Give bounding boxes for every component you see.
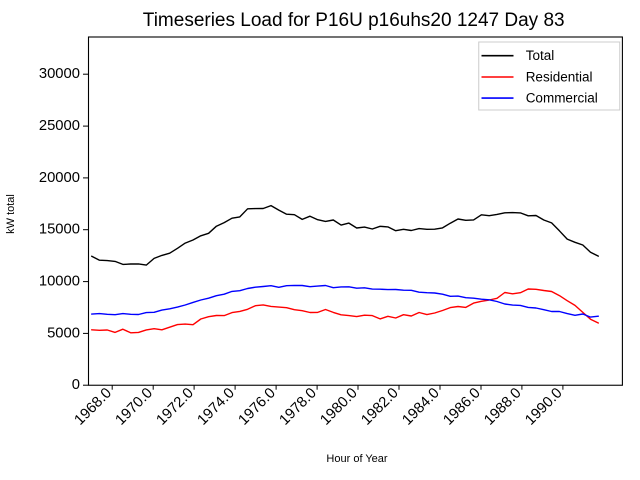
svg-text:1984.0: 1984.0 (400, 385, 443, 428)
svg-text:Timeseries Load for P16U p16uh: Timeseries Load for P16U p16uhs20 1247 D… (143, 10, 565, 31)
svg-text:15000: 15000 (39, 222, 80, 238)
svg-text:20000: 20000 (39, 170, 80, 186)
svg-text:10000: 10000 (39, 274, 80, 290)
svg-text:5000: 5000 (47, 325, 80, 341)
svg-text:30000: 30000 (39, 66, 80, 82)
svg-text:Hour of Year: Hour of Year (326, 453, 387, 465)
svg-text:0: 0 (72, 377, 80, 393)
svg-text:1990.0: 1990.0 (522, 385, 565, 428)
svg-text:Commercial: Commercial (526, 90, 598, 105)
svg-text:Total: Total (526, 48, 555, 63)
svg-text:kW total: kW total (5, 194, 17, 234)
svg-text:1982.0: 1982.0 (359, 385, 402, 428)
svg-text:25000: 25000 (39, 118, 80, 134)
svg-text:1974.0: 1974.0 (195, 385, 238, 428)
svg-text:1970.0: 1970.0 (113, 385, 156, 428)
svg-text:1988.0: 1988.0 (481, 385, 524, 428)
svg-text:1978.0: 1978.0 (277, 385, 320, 428)
svg-text:1986.0: 1986.0 (441, 385, 484, 428)
svg-text:Residential: Residential (526, 69, 593, 84)
svg-text:1976.0: 1976.0 (236, 385, 279, 428)
svg-text:1972.0: 1972.0 (154, 385, 197, 428)
svg-text:1980.0: 1980.0 (318, 385, 361, 428)
